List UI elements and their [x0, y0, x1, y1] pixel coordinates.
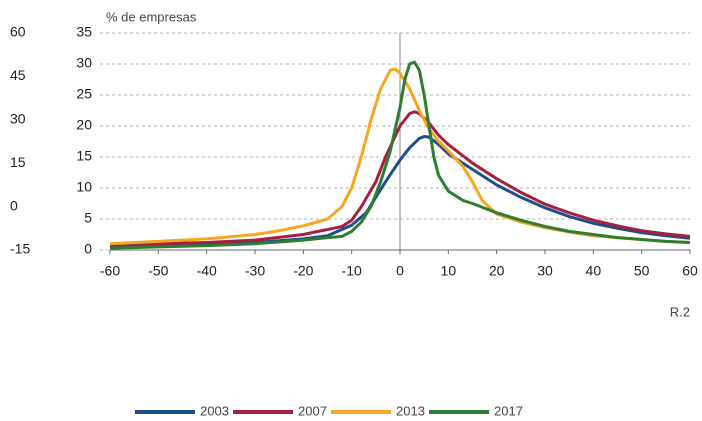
x-tick-label: -30 — [245, 263, 265, 279]
y2-tick-label: -15 — [10, 241, 30, 257]
x-tick-label: 60 — [682, 263, 698, 279]
y-tick-label: 20 — [76, 117, 92, 133]
x-tick-label: 20 — [489, 263, 505, 279]
y-tick-label: 5 — [84, 210, 92, 226]
y-tick-label: 25 — [76, 86, 92, 102]
x-tick-label: -60 — [100, 263, 120, 279]
x-tick-label: 10 — [441, 263, 457, 279]
x-tick-label: -10 — [342, 263, 362, 279]
x-tick-label: 50 — [634, 263, 650, 279]
x-tick-label: 40 — [586, 263, 602, 279]
y-tick-label: 15 — [76, 148, 92, 164]
y-tick-label: 35 — [76, 24, 92, 40]
x-tick-label: -20 — [293, 263, 313, 279]
line-series — [109, 110, 691, 247]
y2-tick-label: 15 — [10, 154, 26, 170]
legend-label: 2003 — [200, 403, 229, 418]
legend-label: 2007 — [298, 403, 327, 418]
legend-label: 2017 — [494, 403, 523, 418]
y2-tick-label: 60 — [10, 24, 26, 40]
y-tick-label: 30 — [76, 55, 92, 71]
y-axis-label: % de empresas — [106, 9, 197, 24]
y2-tick-label: 45 — [10, 67, 26, 83]
x-tick-label: -40 — [197, 263, 217, 279]
x-tick-label: -50 — [148, 263, 168, 279]
y-tick-label: 10 — [76, 179, 92, 195]
y2-tick-label: 0 — [10, 197, 18, 213]
line-series — [109, 60, 691, 250]
y-tick-label: 0 — [84, 241, 92, 257]
y2-tick-label: 30 — [10, 111, 26, 127]
legend-label: 2013 — [396, 403, 425, 418]
x-tick-label: 30 — [537, 263, 553, 279]
x-tick-label: 0 — [396, 263, 404, 279]
annotation: R.2 — [670, 304, 690, 319]
